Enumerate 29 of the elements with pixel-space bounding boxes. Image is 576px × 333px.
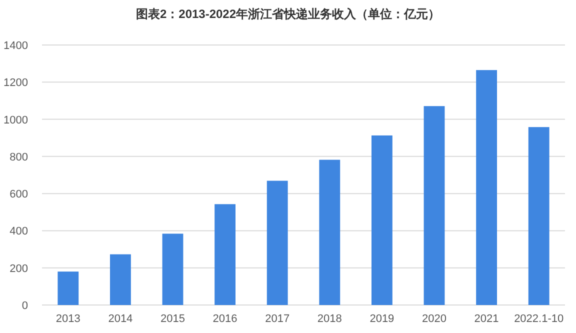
bar bbox=[319, 160, 340, 305]
y-tick-label: 1200 bbox=[4, 77, 28, 90]
x-tick-label: 2013 bbox=[56, 313, 80, 325]
bar bbox=[424, 106, 445, 305]
x-tick-label: 2014 bbox=[108, 313, 133, 325]
y-tick-label: 400 bbox=[10, 226, 28, 238]
x-tick-label: 2019 bbox=[370, 313, 394, 325]
x-tick-label: 2021 bbox=[474, 313, 499, 325]
x-tick-label: 2017 bbox=[265, 313, 290, 325]
bar bbox=[214, 204, 236, 305]
x-tick-label: 2015 bbox=[160, 313, 185, 325]
bar bbox=[476, 70, 498, 305]
bar bbox=[162, 234, 184, 305]
y-tick-label: 200 bbox=[10, 262, 28, 275]
bar bbox=[110, 254, 131, 305]
bar bbox=[266, 180, 288, 305]
x-tick-label: 2020 bbox=[422, 313, 446, 325]
x-tick-label: 2022.1-10 bbox=[514, 313, 564, 325]
y-tick-label: 1000 bbox=[4, 114, 28, 126]
y-tick-label: 1400 bbox=[4, 40, 28, 52]
x-tick-label: 2018 bbox=[317, 313, 342, 325]
y-tick-label: 800 bbox=[10, 151, 28, 164]
y-tick-label: 600 bbox=[10, 188, 28, 201]
bar bbox=[58, 272, 79, 305]
y-tick-label: 0 bbox=[22, 300, 28, 312]
x-tick-label: 2016 bbox=[212, 313, 238, 325]
bar bbox=[371, 135, 392, 305]
chart-title: 图表2：2013-2022年浙江省快递业务收入（单位：亿元） bbox=[136, 7, 440, 21]
bar bbox=[528, 127, 550, 305]
